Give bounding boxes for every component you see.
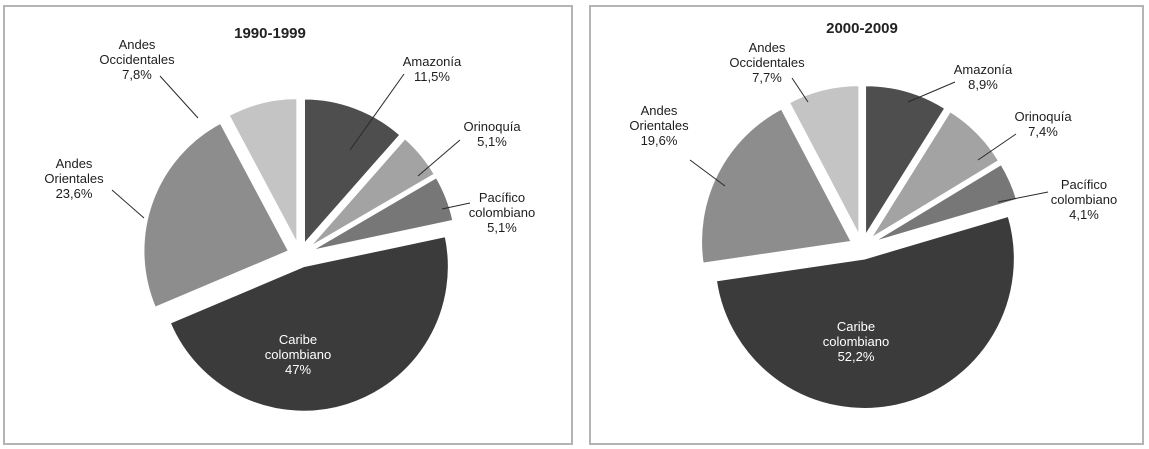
pie-1990-1999: Amazonía 11,5% Orinoquía 5,1% Pacífico colomb… bbox=[44, 37, 536, 413]
slice-label-andes-orientales: Andes Orientales 23,6% bbox=[44, 156, 104, 201]
pie-2000-2009: Amazonía 8,9%Orinoquía 7,4% Pacífico colombi… bbox=[629, 40, 1118, 410]
leader-line-amazonia bbox=[349, 73, 405, 151]
slice-label-orinoquia: Orinoquía 7,4% bbox=[1014, 109, 1072, 139]
pie-slice-andes-orientales bbox=[700, 107, 853, 265]
panel-frame-left bbox=[3, 5, 573, 445]
leader-line-pacifico-colombiano bbox=[441, 202, 471, 210]
slice-label-caribe-colombiano: Caribe colombiano 52,2% bbox=[823, 319, 890, 364]
slice-label-amazonia: Amazonía 11,5% bbox=[403, 54, 462, 84]
pie-slice-andes-orientales bbox=[142, 122, 290, 309]
pie-slice-amazonia bbox=[864, 84, 946, 239]
pie-slice-pacifico-colombiano bbox=[872, 163, 1018, 243]
slice-label-andes-occidentales: Andes Occidentales 7,8% bbox=[99, 37, 175, 82]
pie-slice-andes-occidentales bbox=[227, 97, 298, 244]
pie-slice-pacifico-colombiano bbox=[310, 176, 454, 252]
slice-label-andes-orientales: Andes Orientales 19,6% bbox=[629, 103, 689, 148]
leader-line-andes-occidentales bbox=[159, 75, 199, 119]
slice-label-pacifico-colombiano: Pacífico colombiano 5,1% bbox=[469, 190, 536, 235]
pie-slice-caribe-colombiano bbox=[715, 215, 1016, 410]
slice-label-caribe-colombiano: Caribe colombiano 47% bbox=[265, 332, 332, 377]
leader-line-andes-orientales bbox=[689, 159, 726, 187]
pie-slice-andes-occidentales bbox=[788, 84, 860, 236]
pie-slice-caribe-colombiano bbox=[169, 235, 450, 413]
leader-line-amazonia bbox=[907, 81, 956, 103]
pie-slice-orinoquia bbox=[869, 110, 1000, 240]
panel-frame-right bbox=[589, 5, 1144, 445]
slice-label-andes-occidentales: Andes Occidentales 7,7% bbox=[729, 40, 805, 85]
chart-title-1990-1999: 1990-1999 bbox=[234, 25, 306, 42]
leader-line-andes-orientales bbox=[111, 189, 145, 219]
chart-title-2000-2009: 2000-2009 bbox=[826, 20, 898, 37]
slice-label-orinoquia: Orinoquía 5,1% bbox=[463, 119, 521, 149]
slice-label-pacifico-colombiano: Pacífico colombiano 4,1% bbox=[1051, 177, 1118, 222]
slice-label-amazonia: Amazonía 8,9% bbox=[954, 62, 1013, 92]
leader-line-pacifico-colombiano bbox=[997, 191, 1049, 203]
pie-slice-orinoquia bbox=[308, 137, 436, 249]
leader-line-orinoquia bbox=[417, 139, 461, 177]
leader-line-orinoquia bbox=[977, 133, 1017, 161]
pie-slice-amazonia bbox=[303, 98, 402, 246]
leader-line-andes-occidentales bbox=[791, 77, 809, 103]
